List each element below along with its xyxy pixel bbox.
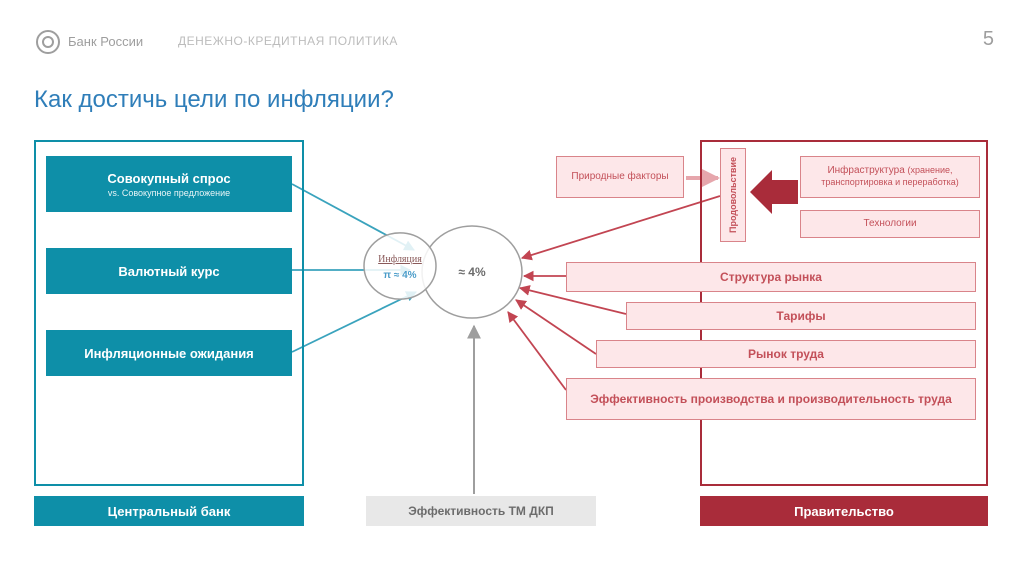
teal-box-2: Инфляционные ожидания [46,330,292,376]
teal-box-0: Совокупный спросvs. Совокупное предложен… [46,156,292,212]
logo-label: Банк России [68,34,143,49]
pink-box-0: Природные факторы [556,156,684,198]
pink-box-6: Эффективность производства и производите… [566,378,976,420]
svg-text:≈ 4%: ≈ 4% [458,265,486,279]
svg-text:π ≈ 4%: π ≈ 4% [383,270,416,281]
pink-box-4: Тарифы [626,302,976,330]
pink-box-5: Рынок труда [596,340,976,368]
pink-box-1: Инфраструктура (хранение, транспортировк… [800,156,980,198]
header-section: ДЕНЕЖНО-КРЕДИТНАЯ ПОЛИТИКА [178,34,398,48]
bottom-effectiveness: Эффективность ТМ ДКП [366,496,596,526]
teal-box-1: Валютный курс [46,248,292,294]
bottom-government: Правительство [700,496,988,526]
page-number: 5 [983,28,994,51]
svg-text:Инфляция: Инфляция [378,254,422,265]
page-title: Как достичь цели по инфляции? [34,86,394,114]
pink-box-3: Структура рынка [566,262,976,292]
pink-box-2: Технологии [800,210,980,238]
bottom-central-bank: Центральный банк [34,496,304,526]
big-red-arrow-icon [750,164,798,220]
logo-circle [36,30,60,54]
vertical-food-box: Продовольствие [720,148,746,242]
